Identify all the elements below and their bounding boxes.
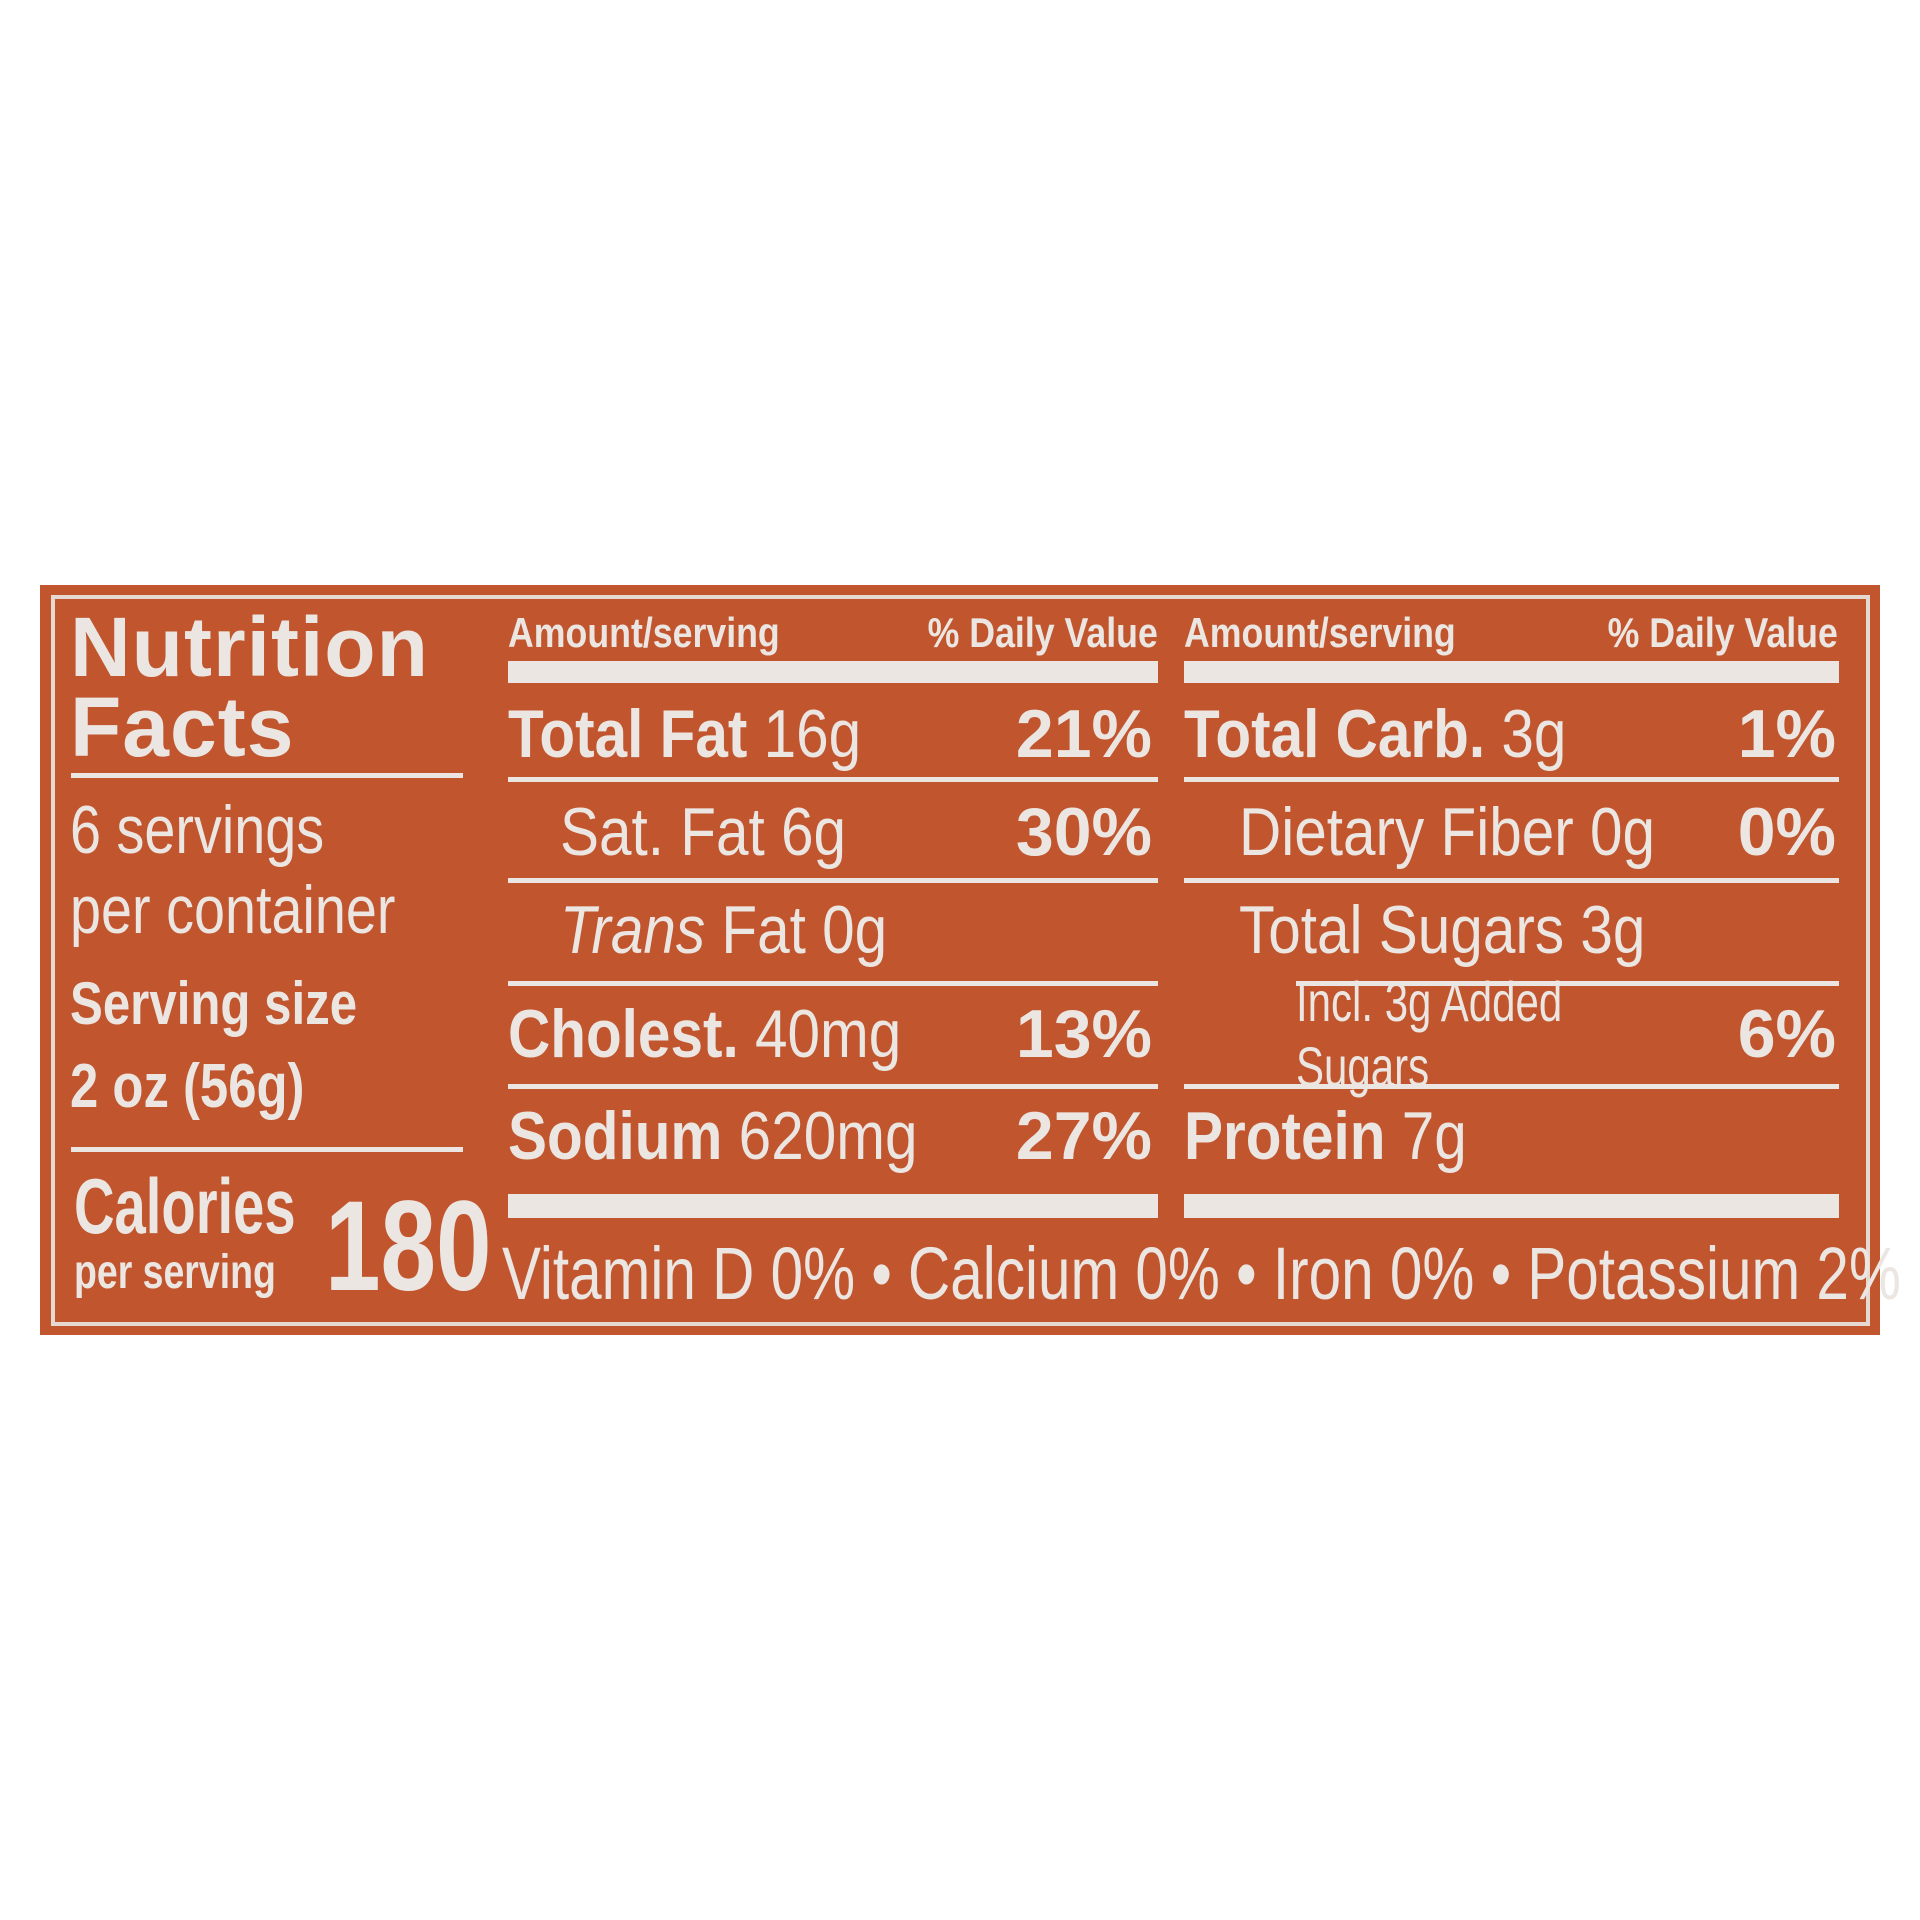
row-total-sugars: Total Sugars 3g (1184, 892, 1836, 968)
nutrient-dv: 21% (1015, 696, 1152, 772)
nutrient-dv: 30% (1015, 794, 1152, 870)
nutrient-amount: Fat 0g (721, 892, 888, 968)
nutrient-name: Total Fat (508, 696, 748, 772)
nutrient-dv: 0% (1737, 794, 1836, 870)
divider (508, 981, 1158, 986)
title-facts: Facts (70, 680, 295, 774)
dv-header: % Daily Value (927, 609, 1158, 656)
nutrition-facts-panel: Nutrition Facts 6 servings per container… (40, 585, 1901, 1335)
nutrient-name: Sodium (508, 1098, 723, 1174)
divider (508, 1084, 1158, 1089)
nutrient-amount: 40mg (754, 996, 902, 1072)
nutrient-amount: 7g (1401, 1098, 1467, 1174)
panel-border (51, 595, 1870, 1326)
thick-bar (1184, 661, 1839, 683)
right-header: Amount/serving % Daily Value (1184, 609, 1838, 657)
nutrient-dv: 1% (1737, 696, 1836, 772)
divider (508, 878, 1158, 883)
divider (1184, 1084, 1839, 1089)
nutrient-name: Total Carb. (1184, 696, 1486, 772)
serving-size-value: 2 oz (56g) (70, 1052, 305, 1121)
row-protein: Protein 7g (1184, 1098, 1836, 1174)
nutrient-name: Dietary Fiber 0g (1239, 794, 1656, 870)
divider (1184, 777, 1839, 782)
nutrient-name: Cholest. (508, 996, 739, 1072)
row-trans-fat: Trans Fat 0g (508, 892, 1152, 968)
calories-label: Calories (74, 1162, 296, 1250)
row-sat-fat: Sat. Fat 6g 30% (508, 794, 1152, 870)
thick-bar (508, 1194, 1158, 1218)
amount-header: Amount/serving (508, 609, 780, 656)
divider (1296, 981, 1839, 986)
calories-value: 180 (325, 1175, 492, 1318)
thick-bar (1184, 1194, 1839, 1218)
row-total-fat: Total Fat 16g 21% (508, 696, 1152, 772)
row-cholesterol: Cholest. 40mg 13% (508, 996, 1152, 1072)
dv-header: % Daily Value (1607, 609, 1838, 656)
nutrient-amount: 620mg (738, 1098, 918, 1174)
row-dietary-fiber: Dietary Fiber 0g 0% (1184, 794, 1836, 870)
servings-per-container-line2: per container (70, 872, 396, 948)
divider (71, 1147, 463, 1152)
nutrient-dv: 6% (1737, 996, 1836, 1072)
row-total-carb: Total Carb. 3g 1% (1184, 696, 1836, 772)
nutrient-amount: 6g (781, 794, 847, 870)
divider (71, 773, 463, 778)
serving-size-label: Serving size (70, 970, 358, 1037)
thick-bar (508, 661, 1158, 683)
nutrient-name: Protein (1184, 1098, 1386, 1174)
amount-header: Amount/serving (1184, 609, 1456, 656)
row-added-sugars: Incl. 3g Added Sugars 6% (1184, 970, 1836, 1098)
middle-header: Amount/serving % Daily Value (508, 609, 1158, 657)
vitamins-minerals-footer: Vitamin D 0% • Calcium 0% • Iron 0% • Po… (502, 1232, 1901, 1315)
nutrient-name: Sat. Fat (560, 794, 765, 870)
nutrient-name: Incl. 3g Added Sugars (1296, 970, 1563, 1098)
nutrient-name: Total Sugars 3g (1239, 892, 1646, 968)
row-sodium: Sodium 620mg 27% (508, 1098, 1152, 1174)
title-nutrition: Nutrition (70, 600, 429, 694)
nutrient-amount: 16g (763, 696, 862, 772)
divider (1184, 878, 1839, 883)
calories-per-serving: per serving (74, 1246, 276, 1299)
nutrient-dv: 27% (1015, 1098, 1152, 1174)
servings-per-container: 6 servings (70, 792, 325, 868)
nutrient-name: Trans (560, 892, 706, 968)
divider (508, 777, 1158, 782)
nutrient-dv: 13% (1015, 996, 1152, 1072)
nutrient-amount: 3g (1501, 696, 1567, 772)
